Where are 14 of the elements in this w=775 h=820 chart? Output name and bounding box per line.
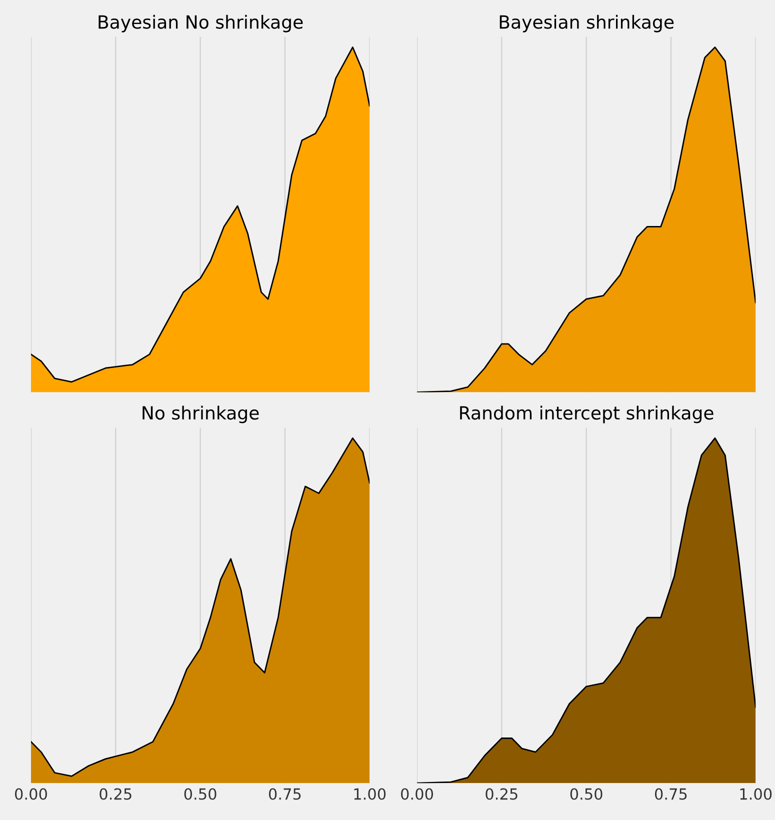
x-tick-label: 1.00 — [740, 788, 772, 800]
x-tick-label: 0.75 — [268, 788, 301, 800]
x-tick-label: 0.50 — [184, 788, 216, 800]
x-tick-label: 0.00 — [401, 788, 434, 800]
x-tick-label: 0.50 — [570, 788, 602, 800]
chart-title: Random intercept shrinkage — [460, 406, 714, 424]
x-tick-label: 0.25 — [100, 788, 132, 800]
x-tick-label: 1.00 — [354, 788, 386, 800]
chart-title: Bayesian No shrinkage — [98, 14, 303, 32]
x-tick-label: 0.25 — [486, 788, 518, 800]
chart-title: No shrinkage — [142, 406, 259, 424]
x-tick-label: 0.75 — [654, 788, 687, 800]
chart-title: Bayesian shrinkage — [500, 14, 674, 32]
x-tick-label: 0.00 — [15, 788, 47, 800]
